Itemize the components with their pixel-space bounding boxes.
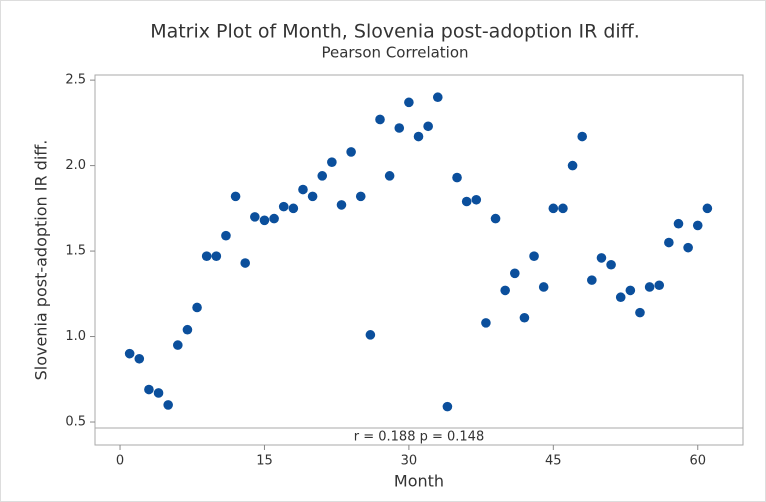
- point: [442, 401, 453, 412]
- point: [702, 203, 713, 214]
- x-axis-label: Month: [394, 472, 444, 491]
- point: [471, 194, 482, 205]
- point: [124, 348, 135, 359]
- chart-title: Matrix Plot of Month, Slovenia post-adop…: [150, 21, 640, 43]
- x-tick-label: 45: [545, 454, 562, 469]
- point: [327, 157, 337, 167]
- point: [490, 213, 501, 224]
- point: [510, 268, 520, 279]
- point: [278, 201, 289, 212]
- point: [413, 131, 424, 142]
- point: [365, 330, 376, 340]
- chart-subtitle: Pearson Correlation: [321, 44, 468, 62]
- point: [173, 340, 183, 350]
- point: [404, 97, 414, 108]
- point: [153, 388, 164, 398]
- point: [134, 353, 145, 364]
- point: [461, 196, 472, 207]
- x-tick-label: 60: [689, 454, 706, 469]
- point: [317, 171, 328, 181]
- annotation: r = 0.188 p = 0.148: [354, 430, 484, 445]
- point: [664, 237, 674, 248]
- point: [182, 324, 193, 335]
- point: [567, 160, 578, 171]
- point: [644, 282, 655, 292]
- point: [163, 400, 173, 410]
- point: [346, 147, 356, 157]
- point: [635, 307, 645, 318]
- point: [683, 242, 693, 253]
- plot-area: [94, 74, 744, 446]
- point: [355, 191, 366, 202]
- point: [259, 215, 270, 226]
- y-tick-label: 2.5: [65, 73, 86, 88]
- y-tick-label: 1.0: [65, 329, 86, 344]
- point: [307, 191, 318, 202]
- point: [211, 251, 222, 262]
- point: [192, 302, 202, 313]
- point: [269, 213, 279, 224]
- point: [144, 384, 154, 395]
- point: [692, 220, 703, 231]
- point: [519, 312, 530, 323]
- point: [596, 253, 607, 263]
- point: [384, 171, 395, 181]
- point: [201, 251, 212, 262]
- point: [240, 258, 251, 268]
- point: [432, 92, 443, 103]
- point: [538, 282, 549, 292]
- point: [577, 131, 588, 142]
- point: [529, 251, 539, 262]
- point: [375, 114, 385, 125]
- point: [558, 203, 568, 214]
- point: [452, 172, 462, 183]
- point: [587, 275, 597, 285]
- point: [288, 203, 299, 214]
- y-axis-label: Slovenia post-adoption IR diff.: [32, 140, 51, 381]
- point: [548, 203, 559, 214]
- point: [673, 218, 684, 229]
- point: [250, 212, 260, 222]
- y-tick-label: 2.0: [65, 158, 86, 173]
- point: [230, 191, 241, 202]
- point: [221, 230, 231, 241]
- y-tick-label: 1.5: [65, 244, 86, 259]
- y-tick-label: 0.5: [65, 415, 86, 430]
- point: [606, 259, 616, 270]
- point: [500, 285, 510, 296]
- point: [394, 123, 405, 133]
- point: [423, 121, 433, 132]
- x-tick-label: 15: [256, 454, 273, 469]
- point: [625, 285, 636, 296]
- point: [298, 184, 308, 195]
- x-tick-label: 0: [116, 454, 124, 469]
- point: [481, 318, 491, 328]
- point: [336, 200, 347, 210]
- point: [654, 280, 665, 291]
- x-tick-label: 30: [401, 454, 418, 469]
- point: [615, 292, 626, 303]
